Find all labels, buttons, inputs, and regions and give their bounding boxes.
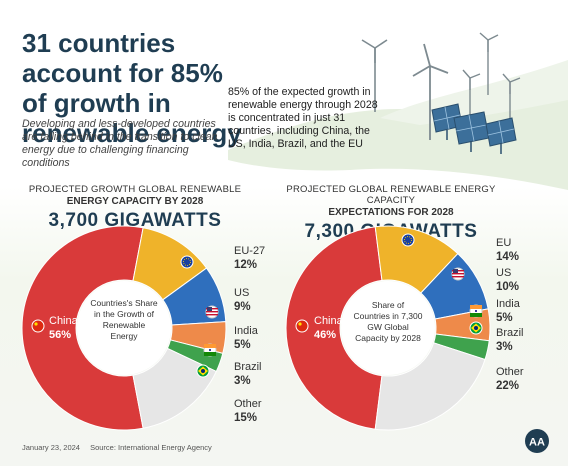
chart2-label-china: China 46% bbox=[314, 314, 343, 342]
value-label: 46% bbox=[314, 329, 337, 341]
category-label: Brazil bbox=[234, 361, 262, 373]
value-label: 14% bbox=[496, 251, 520, 263]
donut-slice-other bbox=[374, 342, 486, 431]
chart1-label-us: US 9% bbox=[234, 286, 251, 314]
eu-flag-icon bbox=[180, 255, 194, 269]
chart2-label-us: US 10% bbox=[496, 266, 519, 294]
chart1-title-line2: ENERGY CAPACITY BY 2028 bbox=[66, 196, 204, 207]
page-title: 31 countries account for 85% of growth i… bbox=[22, 28, 242, 148]
wind-turbine-icon bbox=[462, 69, 481, 118]
chart1-header: PROJECTED GROWTH GLOBAL RENEWABLE ENERGY… bbox=[20, 184, 250, 232]
value-label: 12% bbox=[234, 259, 258, 271]
category-label: India bbox=[496, 298, 520, 310]
value-label: 5% bbox=[496, 312, 513, 324]
donut-slice-other bbox=[132, 347, 217, 429]
india-flag-icon bbox=[203, 343, 217, 357]
donut-slice-china bbox=[285, 226, 383, 430]
value-label: 56% bbox=[49, 329, 72, 341]
china-flag-icon bbox=[295, 319, 309, 333]
category-label: EU-27 bbox=[234, 245, 266, 257]
donut-slice-china bbox=[21, 225, 144, 431]
aa-logo-icon: AA bbox=[524, 428, 550, 454]
value-label: 9% bbox=[234, 301, 251, 313]
chart2-title-line2: EXPECTATIONS FOR 2028 bbox=[328, 207, 454, 218]
value-label: 3% bbox=[496, 341, 513, 353]
footer-source: Source: International Energy Agency bbox=[90, 443, 212, 452]
footer: January 23, 2024 Source: International E… bbox=[22, 443, 220, 452]
value-label: 10% bbox=[496, 281, 520, 293]
category-label: India bbox=[234, 325, 258, 337]
summary-text: 85% of the expected growth in renewable … bbox=[228, 86, 378, 150]
chart1-center-label: Countries's Share in the Growth of Renew… bbox=[90, 298, 158, 341]
category-label: China bbox=[49, 315, 78, 327]
chart1-label-china: China 56% bbox=[49, 314, 78, 342]
chart2-label-brazil: Brazil 3% bbox=[496, 326, 524, 354]
hill-shape-back bbox=[380, 60, 568, 125]
us-flag-icon bbox=[451, 267, 465, 281]
chart2-label-india: India 5% bbox=[496, 297, 520, 325]
wind-turbine-icon bbox=[361, 39, 388, 112]
wind-turbine-icon bbox=[479, 32, 499, 95]
footer-date: January 23, 2024 bbox=[22, 443, 80, 452]
category-label: US bbox=[234, 287, 250, 299]
chart1-label-eu: EU-27 12% bbox=[234, 244, 265, 272]
value-label: 22% bbox=[496, 380, 520, 392]
chart1-label-brazil: Brazil 3% bbox=[234, 360, 262, 388]
wind-turbine-icon bbox=[502, 73, 521, 122]
value-label: 15% bbox=[234, 412, 258, 424]
chart1-label-other: Other 15% bbox=[234, 397, 262, 425]
logo-text: AA bbox=[529, 437, 545, 449]
category-label: EU bbox=[496, 237, 512, 249]
china-flag-icon bbox=[31, 319, 45, 333]
brazil-flag-icon bbox=[469, 321, 483, 335]
chart2-center-label: Share of Countries in 7,300 GW Global Ca… bbox=[353, 300, 423, 343]
category-label: China bbox=[314, 315, 343, 327]
category-label: US bbox=[496, 267, 512, 279]
page-subtitle: Developing and less-developed countries … bbox=[22, 118, 218, 169]
donut-hole bbox=[341, 281, 435, 375]
value-label: 5% bbox=[234, 339, 251, 351]
brazil-flag-icon bbox=[196, 364, 210, 378]
category-label: Other bbox=[496, 366, 524, 378]
chart1-title-line1: PROJECTED GROWTH GLOBAL RENEWABLE bbox=[28, 184, 242, 195]
donut-hole bbox=[77, 281, 171, 375]
eu-flag-icon bbox=[401, 233, 415, 247]
category-label: Other bbox=[234, 398, 262, 410]
india-flag-icon bbox=[469, 304, 483, 318]
chart1-label-india: India 5% bbox=[234, 324, 258, 352]
category-label: Brazil bbox=[496, 327, 524, 339]
chart2-title-line1: PROJECTED GLOBAL RENEWABLE ENERGY CAPACI… bbox=[286, 184, 496, 206]
chart1-total: 3,700 GIGAWATTS bbox=[48, 210, 222, 231]
value-label: 3% bbox=[234, 375, 251, 387]
wind-turbine-icon bbox=[412, 43, 449, 140]
chart2-label-eu: EU 14% bbox=[496, 236, 519, 264]
us-flag-icon bbox=[205, 305, 219, 319]
chart2-label-other: Other 22% bbox=[496, 365, 524, 393]
solar-panel-icon bbox=[485, 117, 517, 154]
hill-shape bbox=[228, 80, 568, 190]
